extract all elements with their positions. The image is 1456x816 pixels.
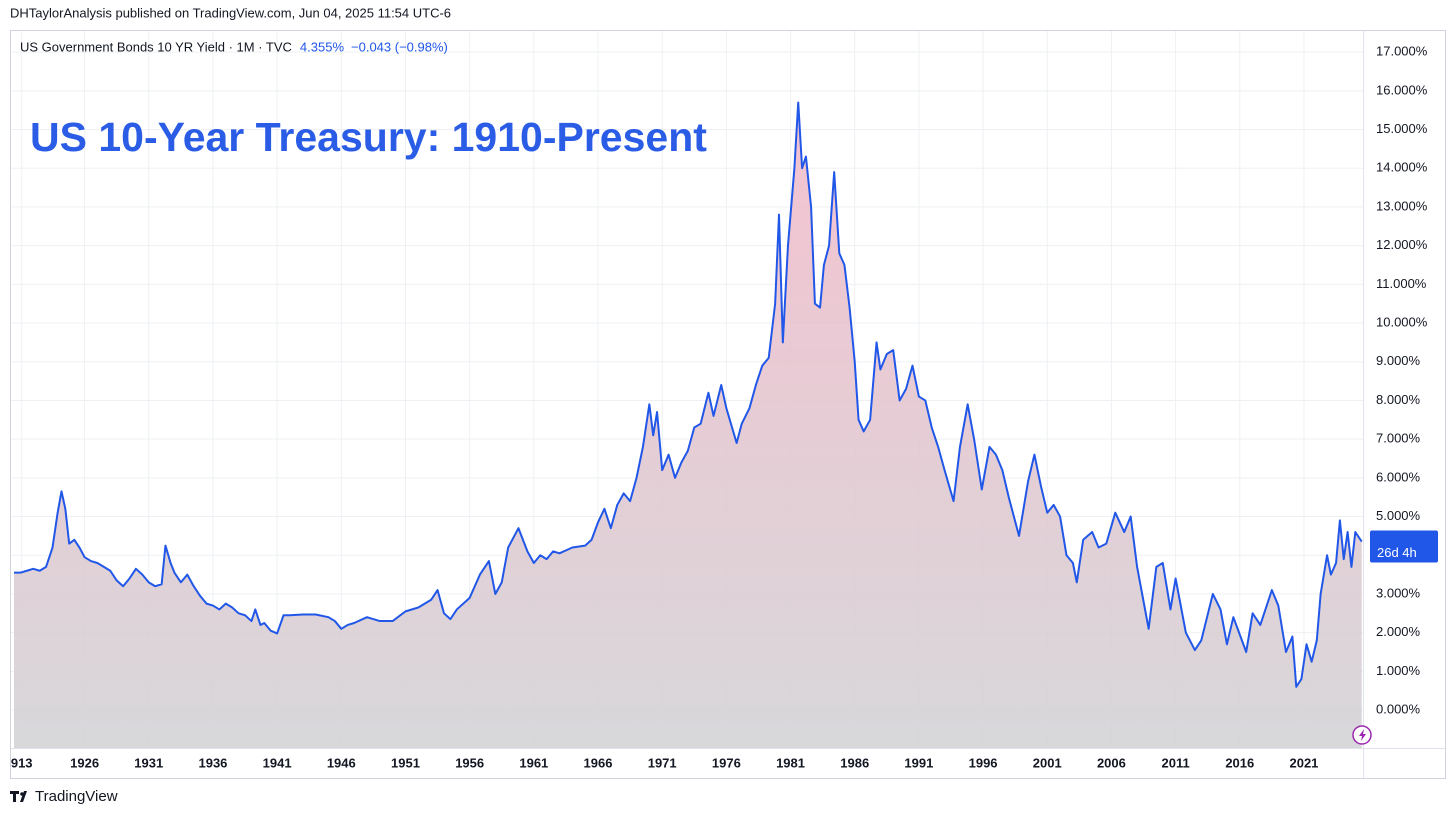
x-tick-label: 2001 bbox=[1033, 755, 1062, 770]
y-tick-label: 0.000% bbox=[1376, 702, 1421, 717]
x-tick-label: 1956 bbox=[455, 755, 484, 770]
title: US 10-Year Treasury: 1910-Present bbox=[30, 114, 707, 160]
brand-logo bbox=[10, 791, 27, 802]
y-tick-label: 16.000% bbox=[1376, 82, 1428, 97]
x-tick-label: 1936 bbox=[198, 755, 227, 770]
y-tick-label: 12.000% bbox=[1376, 237, 1428, 252]
x-tick-label: 1931 bbox=[134, 755, 163, 770]
x-tick-label: 1941 bbox=[263, 755, 292, 770]
x-tick-label: 1961 bbox=[519, 755, 548, 770]
yield-line bbox=[14, 101, 1363, 688]
last-price-badge bbox=[1370, 530, 1438, 563]
grid bbox=[11, 31, 1363, 748]
area-fill bbox=[14, 102, 1362, 748]
x-tick-label: 1926 bbox=[70, 755, 99, 770]
y-tick-label: 17.000% bbox=[1376, 44, 1428, 59]
y-tick-label: 9.000% bbox=[1376, 353, 1421, 368]
x-tick-label: 1966 bbox=[584, 755, 613, 770]
y-tick-label: 6.000% bbox=[1376, 469, 1421, 484]
header: DHTaylorAnalysis published on TradingVie… bbox=[10, 5, 451, 20]
x-tick-label: 1981 bbox=[776, 755, 805, 770]
x-tick-label: 1991 bbox=[904, 755, 933, 770]
x-tick-label: 1946 bbox=[327, 755, 356, 770]
x-tick-label: 913 bbox=[11, 755, 33, 770]
x-tick-label: 1986 bbox=[840, 755, 869, 770]
y-tick-label: 13.000% bbox=[1376, 198, 1428, 213]
x-tick-label: 2021 bbox=[1289, 755, 1318, 770]
x-tick-label: 1996 bbox=[969, 755, 998, 770]
y-tick-label: 2.000% bbox=[1376, 624, 1421, 639]
x-tick-label: 2011 bbox=[1162, 755, 1190, 770]
y-tick-label: 5.000% bbox=[1376, 508, 1421, 523]
legend-value: 4.355% bbox=[300, 39, 345, 54]
x-tick-label: 2006 bbox=[1097, 755, 1126, 770]
x-tick-label: 1971 bbox=[648, 755, 677, 770]
y-tick-label: 7.000% bbox=[1376, 431, 1421, 446]
plot bbox=[14, 101, 1363, 748]
countdown-label: 26d 4h bbox=[1377, 545, 1417, 560]
x-tick-label: 1951 bbox=[391, 755, 420, 770]
y-tick-label: 3.000% bbox=[1376, 585, 1421, 600]
frame bbox=[10, 30, 1446, 779]
brand: TradingView bbox=[35, 788, 118, 805]
y-tick-label: 14.000% bbox=[1376, 160, 1428, 175]
y-tick-label: 8.000% bbox=[1376, 392, 1421, 407]
x-tick-label: 2016 bbox=[1225, 755, 1254, 770]
y-tick-label: 1.000% bbox=[1376, 663, 1421, 678]
x-tick-label: 1976 bbox=[712, 755, 741, 770]
y-tick-label: 15.000% bbox=[1376, 121, 1428, 136]
lightning-icon[interactable] bbox=[1352, 725, 1372, 745]
legend-symbol: US Government Bonds 10 YR Yield · 1M · T… bbox=[20, 39, 292, 54]
y-tick-label: 11.000% bbox=[1376, 276, 1427, 291]
y-tick-label: 10.000% bbox=[1376, 314, 1428, 329]
legend-change: −0.043 (−0.98%) bbox=[351, 39, 448, 54]
